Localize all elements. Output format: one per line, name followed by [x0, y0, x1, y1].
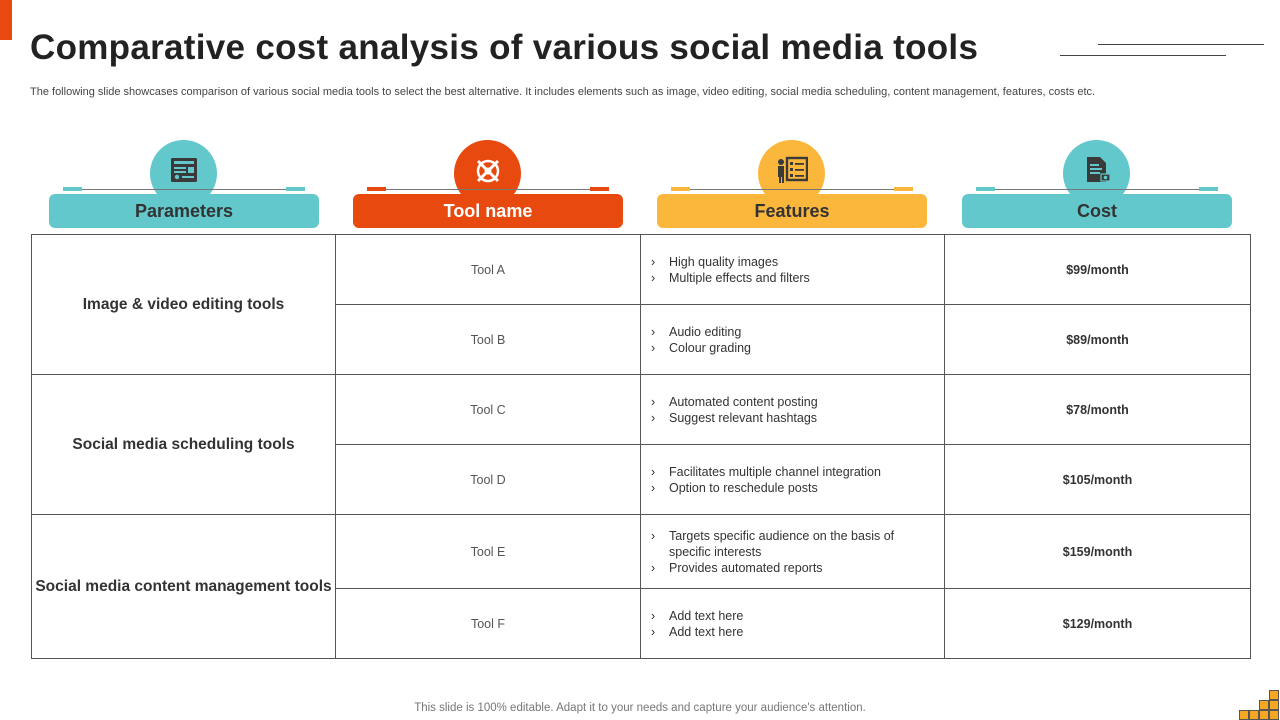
tool-name-cell: Tool B	[335, 304, 641, 375]
feature-item: Add text here	[651, 624, 914, 640]
feature-item: Suggest relevant hashtags	[651, 410, 914, 426]
features-cell: Targets specific audience on the basis o…	[640, 514, 945, 589]
feature-item: Facilitates multiple channel integration	[651, 464, 914, 480]
table-row: Tool F Add text here Add text here $129/…	[32, 588, 1251, 659]
table-row: Social media scheduling tools Tool C Aut…	[31, 374, 1251, 515]
parameter-cell: Social media scheduling tools	[31, 374, 336, 515]
table-row: Image & video editing tools Tool A High …	[31, 234, 1251, 375]
features-cell: Automated content posting Suggest releva…	[640, 374, 945, 445]
features-cell: High quality images Multiple effects and…	[640, 234, 945, 305]
feature-item: Multiple effects and filters	[651, 270, 914, 286]
tool-name-cell: Tool C	[335, 374, 641, 445]
table-row: Social media content management tools To…	[31, 514, 1251, 659]
invoice-icon	[1086, 157, 1111, 182]
feature-item: Colour grading	[651, 340, 914, 356]
parameter-cell: Image & video editing tools	[31, 234, 336, 375]
decorative-blocks	[1238, 690, 1280, 720]
tool-name-cell: Tool D	[335, 444, 641, 515]
cost-cell: $89/month	[944, 304, 1251, 375]
dashboard-icon	[170, 158, 197, 182]
header-cost: Cost	[962, 140, 1232, 230]
corner-accent	[0, 0, 12, 40]
feature-item: Provides automated reports	[651, 560, 914, 576]
feature-item: Targets specific audience on the basis o…	[651, 528, 914, 560]
tools-icon	[476, 159, 499, 183]
tool-name-cell: Tool F	[335, 588, 641, 659]
parameter-cell: Social media content management tools	[31, 514, 336, 659]
feature-item: Option to reschedule posts	[651, 480, 914, 496]
cost-cell: $159/month	[944, 514, 1251, 589]
comparison-table: Image & video editing tools Tool A High …	[31, 234, 1251, 659]
header-label: Parameters	[49, 194, 319, 228]
page-subtitle: The following slide showcases comparison…	[30, 86, 1096, 98]
features-cell: Audio editing Colour grading	[640, 304, 945, 375]
footer-note: This slide is 100% editable. Adapt it to…	[414, 702, 866, 714]
cost-cell: $99/month	[944, 234, 1251, 305]
cost-cell: $105/month	[944, 444, 1251, 515]
feature-item: Automated content posting	[651, 394, 914, 410]
header-label: Tool name	[353, 194, 623, 228]
cost-cell: $129/month	[944, 588, 1251, 659]
header-parameters: Parameters	[49, 140, 319, 230]
feature-item: Add text here	[651, 608, 914, 624]
tool-name-cell: Tool E	[335, 514, 641, 589]
header-tool-name: Tool name	[353, 140, 623, 230]
header-features: Features	[657, 140, 927, 230]
feature-item: Audio editing	[651, 324, 914, 340]
cost-cell: $78/month	[944, 374, 1251, 445]
table-row: Tool D Facilitates multiple channel inte…	[32, 444, 1251, 515]
title-divider	[1098, 44, 1264, 45]
features-cell: Facilitates multiple channel integration…	[640, 444, 945, 515]
features-cell: Add text here Add text here	[640, 588, 945, 659]
header-label: Features	[657, 194, 927, 228]
header-label: Cost	[962, 194, 1232, 228]
tool-name-cell: Tool A	[335, 234, 641, 305]
page-title: Comparative cost analysis of various soc…	[30, 28, 979, 67]
title-divider	[1060, 55, 1226, 56]
presentation-icon	[777, 156, 808, 183]
feature-item: High quality images	[651, 254, 914, 270]
